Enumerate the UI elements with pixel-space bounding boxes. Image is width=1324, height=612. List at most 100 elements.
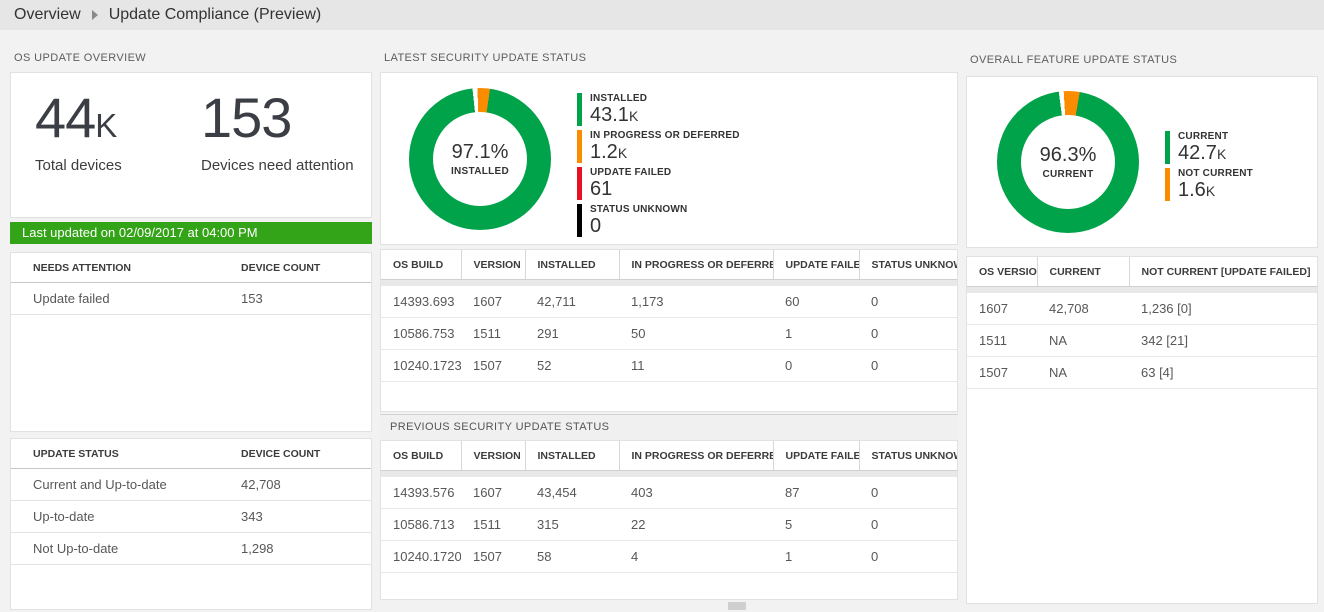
table-cell: 1511 [967,324,1037,357]
table-row[interactable]: 10240.17202150758410 [381,540,957,573]
legend-item[interactable]: STATUS UNKNOWN 0 [577,204,740,238]
column-header: OS BUILD [381,250,462,280]
table-cell: 87 [773,476,859,509]
legend-label: STATUS UNKNOWN [590,204,688,215]
horizontal-scrollbar-thumb[interactable] [728,602,746,610]
table-cell: 63 [4] [1129,356,1317,389]
total-devices-stat[interactable]: 44K Total devices [35,90,122,175]
table-cell: 52 [525,349,619,382]
need-attention-value: 153 [201,86,292,149]
table-row[interactable]: Up-to-date 343 [11,500,371,533]
column-header: STATUS UNKNOWN [859,441,957,471]
table-cell: 0 [859,476,957,509]
table-cell: 1 [773,317,859,350]
header-row: OS BUILD VERSION INSTALLED IN PROGRESS OR D… [381,441,957,471]
legend-value: 42.7K [1178,142,1227,164]
table-cell: 10240.17202 [381,540,461,573]
needs-attention-card: NEEDS ATTENTION DEVICE COUNT Update failed… [10,252,372,432]
table-cell: NA [1037,356,1129,389]
legend-value: 43.1K [590,104,639,126]
table-row[interactable]: 14393.576 1607 43,454 403 87 0 [381,476,957,509]
update-status-table: UPDATE STATUS DEVICE COUNT Current and Up-… [11,439,371,565]
table-cell: 10586.753 [381,317,461,350]
table-cell: 1607 [461,476,525,509]
total-devices-value: 44 [35,86,96,149]
breadcrumb-current: Update Compliance (Preview) [108,6,322,23]
table-cell: 42,708 [1037,292,1129,325]
legend-label: NOT CURRENT [1178,168,1253,179]
table-row[interactable]: 1507 NA 63 [4] [967,356,1317,389]
latest-security-donut-chart[interactable]: 97.1% INSTALLED [409,88,551,230]
latest-security-title: LATEST SECURITY UPDATE STATUS [384,52,587,64]
legend-item[interactable]: IN PROGRESS OR DEFERRED 1.2K [577,130,740,164]
table-row[interactable]: 1511 NA 342 [21] [967,324,1317,357]
table-cell: 0 [859,285,957,318]
legend-color-bar [1165,131,1170,164]
table-row[interactable]: Not Up-to-date 1,298 [11,532,371,565]
devices-need-attention-stat[interactable]: 153 Devices need attention [201,90,354,175]
legend-label: UPDATE FAILED [590,167,672,178]
last-updated-banner: Last updated on 02/09/2017 at 04:00 PM [10,222,372,244]
table-cell: 403 [619,476,773,509]
header-separator-band [381,279,957,286]
table-cell: 315 [525,508,619,541]
table-cell: 1507 [461,349,525,382]
table-cell: 1507 [967,356,1037,389]
table-cell: 1507 [461,540,525,573]
table-cell: 58 [525,540,619,573]
previous-security-table: OS BUILD VERSION INSTALLED IN PROGRESS OR D… [381,441,957,573]
legend-color-bar [577,204,582,237]
donut-center-label: INSTALLED [450,166,510,177]
os-update-overview-title: OS UPDATE OVERVIEW [14,52,147,64]
overall-feature-table: OS VERSIONCURRENTNOT CURRENT [UPDATE FAI… [967,257,1317,389]
column-header: INSTALLED [525,441,620,471]
table-row[interactable]: 10586.713 1511 315 22 5 0 [381,508,957,541]
table-cell: 4 [619,540,773,573]
table-cell: 153 [219,282,371,315]
table-row[interactable]: Update failed 153 [11,282,371,315]
table-row[interactable]: 10240.172361507521100 [381,349,957,382]
legend-label: IN PROGRESS OR DEFERRED [590,130,740,141]
table-row[interactable]: 10586.753 1511 291 50 1 0 [381,317,957,350]
legend-item[interactable]: NOT CURRENT 1.6K [1165,168,1253,202]
overall-feature-donut-chart[interactable]: 96.3% CURRENT [997,91,1139,233]
latest-security-table-card: OS BUILD VERSION INSTALLED IN PROGRESS OR D… [380,249,958,412]
legend-color-bar [577,93,582,126]
table-cell: 343 [219,500,371,533]
column-header: OS BUILD [381,441,462,471]
table-cell: 42,708 [219,468,371,501]
previous-security-table-card: OS BUILD VERSION INSTALLED IN PROGRESS OR D… [380,440,958,600]
table-cell: 1511 [461,508,525,541]
donut-percent: 96.3% [1039,144,1097,166]
legend-item[interactable]: INSTALLED 43.1K [577,93,740,127]
table-cell: 50 [619,317,773,350]
table-cell: 0 [859,540,957,573]
header-row: OS BUILD VERSION INSTALLED IN PROGRESS OR D… [381,250,957,280]
column-header: VERSION [461,441,526,471]
needs-attention-table: NEEDS ATTENTION DEVICE COUNT Update failed… [11,253,371,315]
legend-item[interactable]: CURRENT 42.7K [1165,131,1253,165]
table-cell: 0 [773,349,859,382]
table-cell: 0 [859,508,957,541]
legend-item[interactable]: UPDATE FAILED 61 [577,167,740,201]
donut-center: 97.1% INSTALLED [433,112,527,206]
table-row[interactable]: Current and Up-to-date 42,708 [11,468,371,501]
column-header: NEEDS ATTENTION [11,253,219,283]
breadcrumb-overview-link[interactable]: Overview [14,6,81,23]
table-cell: Update failed [11,282,219,315]
legend-value: 61 [590,178,613,200]
column-header: UPDATE FAILED [773,441,860,471]
table-cell: 1,173 [619,285,773,318]
table-cell: 1607 [967,292,1037,325]
table-row[interactable]: 1607 42,708 1,236 [0] [967,292,1317,325]
table-cell: 14393.576 [381,476,461,509]
table-row[interactable]: 14393.693 1607 42,711 1,173 60 0 [381,285,957,318]
column-header: INSTALLED [525,250,620,280]
header-row: NEEDS ATTENTION DEVICE COUNT [11,253,371,283]
header-row: OS VERSIONCURRENTNOT CURRENT [UPDATE FAI… [967,257,1317,287]
table-cell: 1,298 [219,532,371,565]
table-cell: 291 [525,317,619,350]
breadcrumb-chevron-icon [91,10,98,20]
breadcrumb: Overview Update Compliance (Preview) [0,0,1324,30]
column-header: DEVICE COUNT [219,439,371,469]
